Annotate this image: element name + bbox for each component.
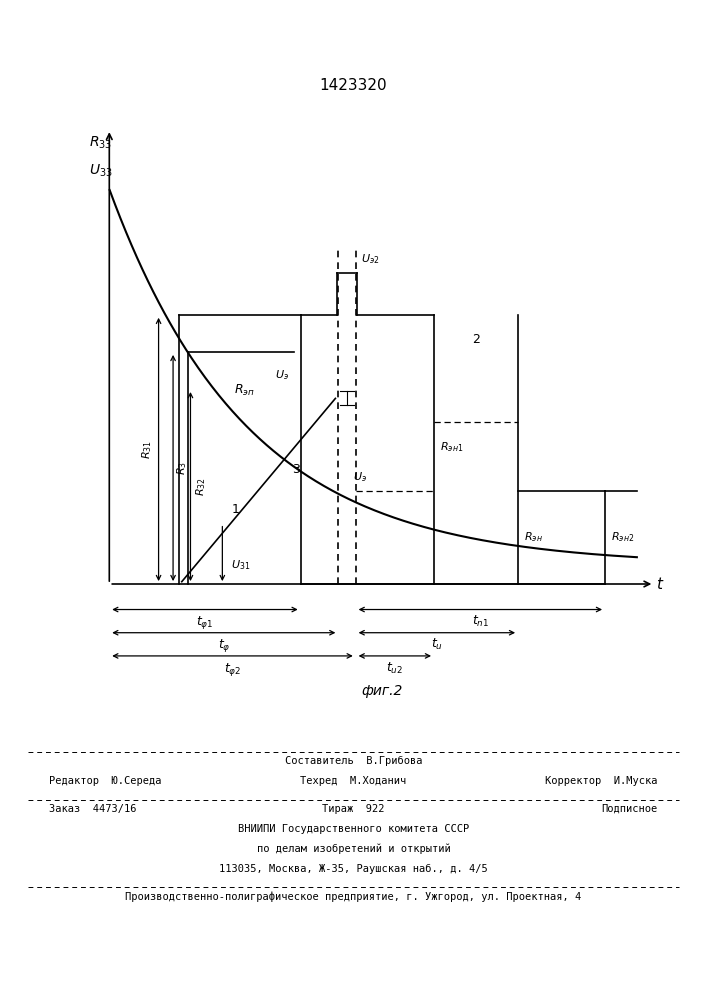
Text: $R_{\mathit{эн1}}$: $R_{\mathit{эн1}}$	[440, 440, 463, 454]
Text: фиг.2: фиг.2	[361, 684, 402, 698]
Text: $U_{\mathit{э2}}$: $U_{\mathit{э2}}$	[361, 252, 380, 266]
Text: $R_{\mathit{эп}}$: $R_{\mathit{эп}}$	[234, 383, 255, 398]
Text: $U_{\mathit{э}}$: $U_{\mathit{э}}$	[274, 368, 288, 382]
Text: $3$: $3$	[292, 463, 301, 476]
Text: $2$: $2$	[472, 333, 480, 346]
Text: Производственно-полиграфическое предприятие, г. Ужгород, ул. Проектная, 4: Производственно-полиграфическое предприя…	[125, 891, 582, 902]
Text: $t$: $t$	[656, 576, 665, 592]
Text: $R_{\mathit{\mathsf{\mathit{33}}}}$: $R_{\mathit{\mathsf{\mathit{33}}}}$	[89, 135, 112, 151]
Text: $R_{\mathit{32}}$: $R_{\mathit{32}}$	[194, 477, 208, 496]
Text: $R_{\mathit{31}}$: $R_{\mathit{31}}$	[140, 440, 154, 459]
Text: Корректор  И.Муска: Корректор И.Муска	[545, 776, 658, 786]
Text: Техред  М.Ходанич: Техред М.Ходанич	[300, 776, 407, 786]
Text: $t_{\mathit{n1}}$: $t_{\mathit{n1}}$	[472, 614, 489, 629]
Text: 113035, Москва, Ж-35, Раушская наб., д. 4/5: 113035, Москва, Ж-35, Раушская наб., д. …	[219, 864, 488, 874]
Text: Тираж  922: Тираж 922	[322, 804, 385, 814]
Text: 1423320: 1423320	[320, 78, 387, 93]
Text: Подписное: Подписное	[601, 804, 658, 814]
Text: $R_{\mathit{эн}}$: $R_{\mathit{эн}}$	[524, 531, 542, 544]
Text: $U_{\mathit{31}}$: $U_{\mathit{31}}$	[231, 559, 250, 572]
Text: Редактор  Ю.Середа: Редактор Ю.Середа	[49, 776, 162, 786]
Text: ВНИИПИ Государственного комитета СССР: ВНИИПИ Государственного комитета СССР	[238, 824, 469, 834]
Text: Составитель  В.Грибова: Составитель В.Грибова	[285, 756, 422, 766]
Text: $t_{\mathit{\varphi2}}$: $t_{\mathit{\varphi2}}$	[224, 661, 241, 678]
Text: $t_{\mathit{u2}}$: $t_{\mathit{u2}}$	[386, 661, 404, 676]
Text: $U_{\mathit{э}}$: $U_{\mathit{э}}$	[353, 470, 367, 484]
Text: $1$: $1$	[231, 503, 240, 516]
Text: $U_{\mathit{33}}$: $U_{\mathit{33}}$	[89, 163, 112, 179]
Text: $t_{\mathit{\varphi1}}$: $t_{\mathit{\varphi1}}$	[197, 614, 214, 631]
Text: по делам изобретений и открытий: по делам изобретений и открытий	[257, 844, 450, 854]
Text: Заказ  4473/16: Заказ 4473/16	[49, 804, 137, 814]
Text: $R_{\mathit{эн2}}$: $R_{\mathit{эн2}}$	[611, 531, 634, 544]
Text: $R_{\mathit{3}}$: $R_{\mathit{3}}$	[175, 461, 189, 475]
Text: $t_{\mathit{\varphi}}$: $t_{\mathit{\varphi}}$	[218, 637, 230, 654]
Text: $t_{\mathit{u}}$: $t_{\mathit{u}}$	[431, 637, 443, 652]
